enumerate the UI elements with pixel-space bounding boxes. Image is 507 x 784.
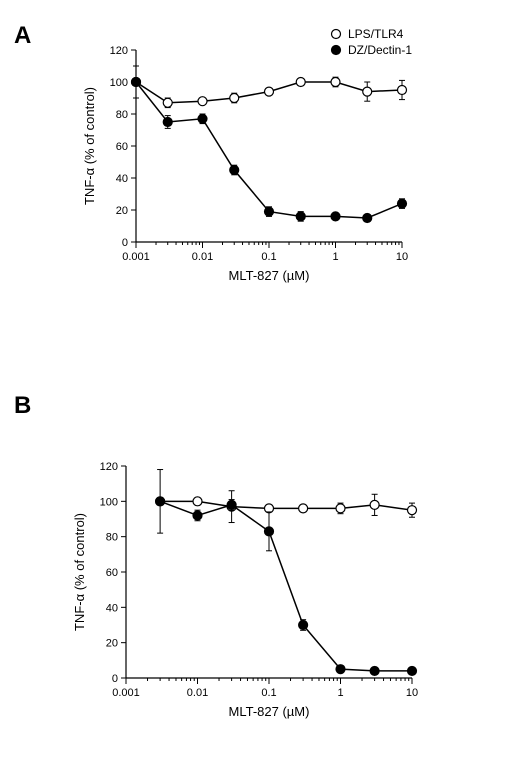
x-tick-label: 10 <box>406 687 418 699</box>
data-marker <box>193 511 202 520</box>
data-marker <box>370 500 379 509</box>
data-marker <box>408 506 417 515</box>
data-marker <box>227 500 236 509</box>
x-tick-label: 0.001 <box>122 251 150 263</box>
x-axis-label: MLT-827 (µM) <box>229 268 310 283</box>
data-marker <box>193 497 202 506</box>
y-axis-label: TNF-α (% of control) <box>82 87 97 205</box>
y-tick-label: 80 <box>116 109 128 121</box>
data-marker <box>363 214 372 223</box>
y-tick-label: 120 <box>100 461 118 473</box>
series-line <box>160 501 412 671</box>
y-tick-label: 0 <box>112 673 118 685</box>
panel-b-label: B <box>14 392 31 420</box>
data-marker <box>331 212 340 221</box>
data-marker <box>230 166 239 175</box>
chart-svg: 0 20 40 60 80 100 120 0.001 0.01 0.1 1 10 MLT-827 (µ… <box>76 28 416 298</box>
data-marker <box>265 207 274 216</box>
data-marker <box>363 87 372 96</box>
x-tick-label: 1 <box>332 251 338 263</box>
data-marker <box>296 212 305 221</box>
y-tick-label: 100 <box>110 77 128 89</box>
legend-marker <box>332 30 341 39</box>
y-tick-label: 40 <box>116 173 128 185</box>
x-tick-label: 1 <box>337 687 343 699</box>
data-marker <box>299 504 308 513</box>
x-tick-label: 0.1 <box>261 687 276 699</box>
y-tick-label: 0 <box>122 237 128 249</box>
y-tick-label: 20 <box>116 205 128 217</box>
data-marker <box>163 118 172 127</box>
x-axis-label: MLT-827 (µM) <box>229 704 310 719</box>
data-marker <box>198 97 207 106</box>
panel-a-label: A <box>14 22 31 50</box>
data-marker <box>299 621 308 630</box>
data-marker <box>398 199 407 208</box>
legend-marker <box>332 46 341 55</box>
y-tick-label: 40 <box>106 602 118 614</box>
data-marker <box>132 78 141 87</box>
data-marker <box>198 114 207 123</box>
data-marker <box>265 527 274 536</box>
chart-b: 0 20 40 60 80 100 120 0.001 0.01 0.1 1 10 MLT-827 (µ… <box>66 444 426 734</box>
data-marker <box>398 86 407 95</box>
chart-svg: 0 20 40 60 80 100 120 0.001 0.01 0.1 1 10 MLT-827 (µ… <box>66 444 426 734</box>
y-tick-label: 100 <box>100 496 118 508</box>
y-tick-label: 60 <box>106 567 118 579</box>
y-tick-label: 60 <box>116 141 128 153</box>
x-tick-label: 0.01 <box>187 687 208 699</box>
data-marker <box>336 665 345 674</box>
x-tick-label: 0.001 <box>112 687 140 699</box>
legend-label: DZ/Dectin-1 <box>348 43 412 57</box>
y-tick-label: 120 <box>110 45 128 57</box>
data-marker <box>265 87 274 96</box>
y-axis-label: TNF-α (% of control) <box>72 513 87 631</box>
data-marker <box>336 504 345 513</box>
data-marker <box>163 98 172 107</box>
x-tick-label: 0.1 <box>261 251 276 263</box>
y-tick-label: 80 <box>106 532 118 544</box>
y-tick-label: 20 <box>106 638 118 650</box>
data-marker <box>230 94 239 103</box>
data-marker <box>408 666 417 675</box>
chart-a: 0 20 40 60 80 100 120 0.001 0.01 0.1 1 10 MLT-827 (µ… <box>76 28 416 298</box>
data-marker <box>331 78 340 87</box>
data-marker <box>370 666 379 675</box>
x-tick-label: 0.01 <box>192 251 213 263</box>
data-marker <box>156 497 165 506</box>
data-marker <box>296 78 305 87</box>
x-tick-label: 10 <box>396 251 408 263</box>
legend-label: LPS/TLR4 <box>348 28 404 41</box>
